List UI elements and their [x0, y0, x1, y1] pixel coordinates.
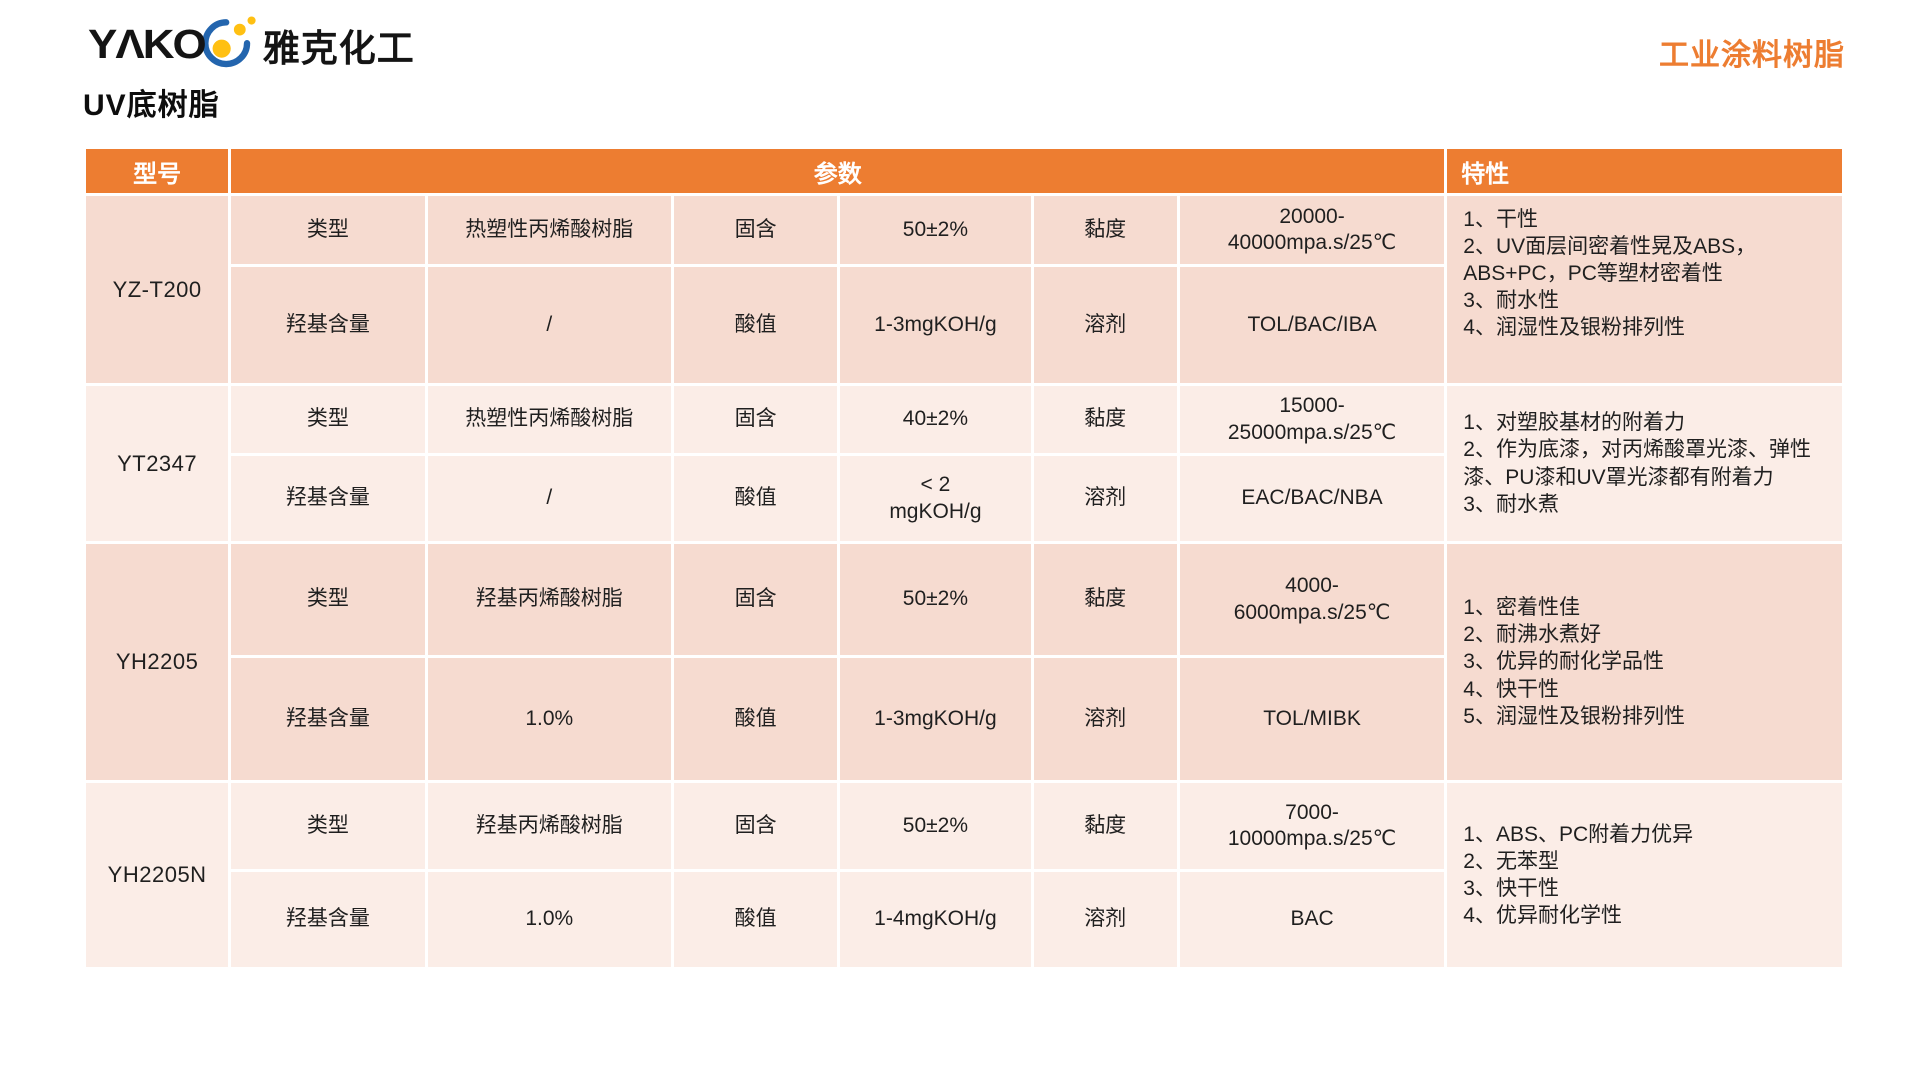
top-bar: YΛKO 雅克化工 工业涂料树脂 — [0, 0, 1920, 80]
param-value: 1.0% — [427, 658, 671, 780]
feature-item: 1、干性 — [1463, 208, 1538, 231]
feature-item: 4、快干性 — [1463, 677, 1559, 701]
category-label: 工业涂料树脂 — [1659, 39, 1845, 72]
param-label: 溶剂 — [1033, 267, 1177, 383]
param-value: 50±2% — [840, 544, 1031, 655]
feature-item: 3、耐水煮 — [1463, 492, 1559, 516]
param-label: 固含 — [673, 386, 838, 453]
logo-swirl-icon — [201, 16, 256, 68]
logo-yako-text: YΛKO — [88, 22, 207, 68]
feature-item: 2、耐沸水煮好 — [1463, 623, 1601, 647]
model-cell: YH2205 — [86, 544, 229, 780]
param-label: 酸值 — [673, 456, 838, 541]
param-value: 热塑性丙烯酸树脂 — [427, 196, 671, 264]
param-value: 15000- 25000mpa.s/25℃ — [1179, 386, 1445, 453]
param-value: 40±2% — [840, 386, 1031, 453]
param-value: BAC — [1179, 872, 1445, 967]
param-label: 固含 — [673, 196, 838, 264]
param-value: TOL/BAC/IBA — [1179, 267, 1445, 383]
param-label: 固含 — [673, 783, 838, 869]
param-value: 1-3mgKOH/g — [840, 267, 1031, 383]
param-value: < 2 mgKOH/g — [840, 456, 1031, 541]
column-header-params: 参数 — [231, 149, 1445, 193]
table-row: YT2347 类型 热塑性丙烯酸树脂 固含 40±2% 黏度 15000- 25… — [86, 386, 1842, 541]
table-row: YZ-T200 类型 热塑性丙烯酸树脂 固含 50±2% 黏度 20000- 4… — [86, 196, 1842, 383]
features-cell: 1、密着性佳 2、耐沸水煮好 3、优异的耐化学品性 4、快干性 5、润湿性及银粉… — [1447, 544, 1842, 780]
product-table: 型号 参数 特性 YZ-T200 类型 热塑性丙烯酸树脂 固含 50±2% 黏度… — [83, 146, 1845, 970]
table-row: 羟基含量 1.0% 酸值 1-3mgKOH/g 溶剂 TOL/MIBK — [86, 658, 1842, 780]
feature-item: 2、无苯型 — [1463, 849, 1559, 873]
table-header-row: 型号 参数 特性 — [86, 149, 1842, 193]
param-label: 酸值 — [673, 658, 838, 780]
feature-item: 3、耐水性 — [1463, 289, 1559, 313]
feature-item: 1、ABS、PC附着力优异 — [1463, 822, 1694, 846]
param-label: 固含 — [673, 544, 838, 655]
param-value: 热塑性丙烯酸树脂 — [427, 386, 671, 453]
param-label: 酸值 — [673, 872, 838, 967]
param-label: 羟基含量 — [231, 658, 425, 780]
feature-item: 3、快干性 — [1463, 877, 1559, 900]
features-cell: 1、ABS、PC附着力优异 2、无苯型 3、快干性 4、优异耐化学性 — [1447, 783, 1842, 967]
param-value: 50±2% — [840, 196, 1031, 264]
page-title: UV底树脂 — [83, 89, 220, 122]
param-value: 1-3mgKOH/g — [840, 658, 1031, 780]
param-label: 溶剂 — [1033, 658, 1177, 780]
column-header-model: 型号 — [86, 149, 229, 193]
feature-item: 2、作为底漆，对丙烯酸罩光漆、弹性漆、PU漆和UV罩光漆都有附着力 — [1463, 438, 1811, 489]
feature-item: 1、密着性佳 — [1463, 596, 1580, 620]
table-row: 羟基含量 / 酸值 < 2 mgKOH/g 溶剂 EAC/BAC/NBA — [86, 456, 1842, 541]
feature-item: 2、UV面层间密着性晃及ABS，ABS+PC，PC等塑材密着性 — [1463, 235, 1757, 286]
feature-item: 4、润湿性及银粉排列性 — [1463, 316, 1685, 340]
table-row: 羟基含量 / 酸值 1-3mgKOH/g 溶剂 TOL/BAC/IBA — [86, 267, 1842, 383]
model-cell: YT2347 — [86, 386, 229, 541]
param-label: 黏度 — [1033, 196, 1177, 264]
feature-item: 5、润湿性及银粉排列性 — [1463, 704, 1685, 728]
feature-item: 4、优异耐化学性 — [1463, 904, 1622, 928]
param-label: 黏度 — [1033, 544, 1177, 655]
model-cell: YZ-T200 — [86, 196, 229, 383]
param-label: 类型 — [231, 544, 425, 655]
param-label: 羟基含量 — [231, 872, 425, 967]
param-value: 1.0% — [427, 872, 671, 967]
model-cell: YH2205N — [86, 783, 229, 967]
table-row: YH2205N 类型 羟基丙烯酸树脂 固含 50±2% 黏度 7000- 100… — [86, 783, 1842, 967]
param-value: 1-4mgKOH/g — [840, 872, 1031, 967]
company-logo: YΛKO 雅克化工 — [88, 16, 415, 74]
features-cell: 1、对塑胶基材的附着力 2、作为底漆，对丙烯酸罩光漆、弹性漆、PU漆和UV罩光漆… — [1447, 386, 1842, 541]
param-label: 酸值 — [673, 267, 838, 383]
param-value: 4000- 6000mpa.s/25℃ — [1179, 544, 1445, 655]
logo-company-name: 雅克化工 — [262, 28, 415, 69]
table-row: 羟基含量 1.0% 酸值 1-4mgKOH/g 溶剂 BAC — [86, 872, 1842, 967]
param-value: EAC/BAC/NBA — [1179, 456, 1445, 541]
param-label: 溶剂 — [1033, 456, 1177, 541]
param-label: 羟基含量 — [231, 267, 425, 383]
param-value: 7000- 10000mpa.s/25℃ — [1179, 783, 1445, 869]
param-value: 20000- 40000mpa.s/25℃ — [1179, 196, 1445, 264]
param-label: 羟基含量 — [231, 456, 425, 541]
param-label: 黏度 — [1033, 783, 1177, 869]
param-value: TOL/MIBK — [1179, 658, 1445, 780]
features-cell: 1、干性 2、UV面层间密着性晃及ABS，ABS+PC，PC等塑材密着性 3、耐… — [1447, 196, 1842, 383]
feature-item: 1、对塑胶基材的附着力 — [1463, 411, 1685, 435]
param-label: 类型 — [231, 386, 425, 453]
param-value: / — [427, 456, 671, 541]
param-label: 溶剂 — [1033, 872, 1177, 967]
param-value: 50±2% — [840, 783, 1031, 869]
column-header-features: 特性 — [1447, 149, 1842, 193]
param-value: 羟基丙烯酸树脂 — [427, 783, 671, 869]
param-label: 黏度 — [1033, 386, 1177, 453]
feature-item: 3、优异的耐化学品性 — [1463, 650, 1664, 674]
param-value: 羟基丙烯酸树脂 — [427, 544, 671, 655]
table-row: YH2205 类型 羟基丙烯酸树脂 固含 50±2% 黏度 4000- 6000… — [86, 544, 1842, 780]
param-label: 类型 — [231, 196, 425, 264]
param-value: / — [427, 267, 671, 383]
param-label: 类型 — [231, 783, 425, 869]
